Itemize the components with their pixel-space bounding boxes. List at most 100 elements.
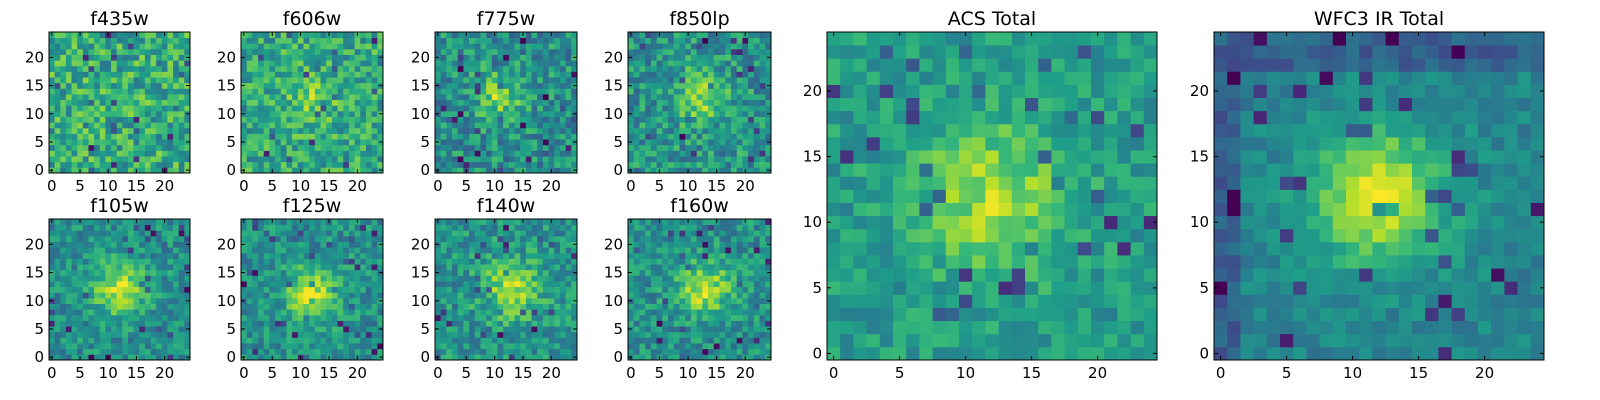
heatmap-cell	[314, 348, 321, 355]
heatmap-cell	[326, 314, 333, 321]
heatmap-cell	[645, 37, 652, 44]
heatmap-cell	[173, 281, 180, 288]
heatmap-cell	[326, 144, 333, 151]
heatmap-cell	[94, 354, 101, 361]
heatmap-cell	[650, 99, 657, 106]
heatmap-cell	[377, 320, 384, 327]
heatmap-cell	[463, 133, 470, 140]
heatmap-cell	[105, 258, 112, 265]
heatmap-cell	[348, 133, 355, 140]
heatmap-cell	[326, 269, 333, 276]
heatmap-cell	[748, 343, 755, 350]
heatmap-cell	[435, 133, 442, 140]
heatmap-cell	[286, 292, 293, 299]
heatmap-cell	[371, 71, 378, 78]
heatmap-cell	[440, 252, 447, 259]
heatmap-cell	[639, 281, 646, 288]
heatmap-cell	[167, 320, 174, 327]
heatmap-cell	[446, 77, 453, 84]
heatmap-cell	[736, 32, 743, 39]
heatmap-cell	[725, 94, 732, 101]
heatmap-cell	[725, 133, 732, 140]
heatmap-cell	[377, 235, 384, 242]
heatmap-cell	[49, 275, 56, 282]
heatmap-cell	[150, 275, 157, 282]
heatmap-cell	[748, 314, 755, 321]
heatmap-cell	[127, 219, 134, 226]
heatmap-cell	[725, 320, 732, 327]
heatmap-cell	[303, 139, 310, 146]
heatmap-cell	[320, 286, 327, 293]
heatmap-cell	[571, 144, 578, 151]
heatmap-cell	[150, 99, 157, 106]
panel-title-f105w: f105w	[90, 195, 149, 217]
x-tick-label: 15	[513, 364, 532, 382]
heatmap-cell	[469, 241, 476, 248]
heatmap-cell	[554, 88, 561, 95]
heatmap-cell	[486, 116, 493, 123]
heatmap-cell	[105, 156, 112, 163]
heatmap-cell	[713, 71, 720, 78]
heatmap-cell	[765, 331, 772, 338]
heatmap-cell	[548, 286, 555, 293]
heatmap-cell	[673, 32, 680, 39]
heatmap-cell	[514, 264, 521, 271]
heatmap-cell	[246, 303, 253, 310]
heatmap-cell	[491, 110, 498, 117]
heatmap-cell	[525, 60, 532, 67]
heatmap-cell	[167, 303, 174, 310]
heatmap-cell	[144, 150, 151, 157]
y-tick-label: 5	[420, 320, 430, 338]
heatmap-cell	[348, 99, 355, 106]
heatmap-cell	[122, 286, 129, 293]
heatmap-cell	[491, 94, 498, 101]
heatmap-cell	[696, 88, 703, 95]
heatmap-cell	[246, 32, 253, 39]
heatmap-cell	[60, 167, 67, 174]
heatmap-cell	[49, 122, 56, 129]
heatmap-cell	[167, 247, 174, 254]
heatmap-cell	[452, 219, 459, 226]
heatmap-cell	[348, 292, 355, 299]
heatmap-cell	[173, 297, 180, 304]
heatmap-cell	[765, 281, 772, 288]
heatmap-cell	[71, 156, 78, 163]
heatmap-cell	[88, 105, 95, 112]
heatmap-cell	[525, 235, 532, 242]
heatmap-cell	[748, 116, 755, 123]
heatmap-cell	[765, 71, 772, 78]
heatmap-cell	[122, 122, 129, 129]
heatmap-cell	[531, 314, 538, 321]
heatmap-cell	[156, 161, 163, 168]
heatmap-cell	[537, 161, 544, 168]
heatmap-cell	[719, 161, 726, 168]
heatmap-cell	[122, 43, 129, 50]
heatmap-cell	[725, 161, 732, 168]
heatmap-cell	[77, 48, 84, 55]
heatmap-cell	[668, 297, 675, 304]
heatmap-cell	[314, 343, 321, 350]
heatmap-cell	[337, 348, 344, 355]
heatmap-cell	[99, 161, 106, 168]
heatmap-cell	[531, 144, 538, 151]
heatmap-cell	[765, 65, 772, 72]
heatmap-cell	[54, 275, 61, 282]
heatmap-cell	[542, 286, 549, 293]
heatmap-cell	[480, 110, 487, 117]
heatmap-cell	[252, 139, 259, 146]
heatmap-cell	[759, 320, 766, 327]
heatmap-cell	[639, 110, 646, 117]
heatmap-cell	[77, 230, 84, 237]
heatmap-cell	[559, 65, 567, 72]
heatmap-cell	[639, 354, 646, 361]
heatmap-cell	[531, 60, 538, 67]
heatmap-cell	[508, 219, 515, 226]
heatmap-cell	[554, 235, 561, 242]
heatmap-cell	[480, 235, 487, 242]
heatmap-cell	[303, 264, 310, 271]
heatmap-cell	[696, 309, 703, 316]
heatmap-cell	[360, 309, 367, 316]
heatmap-cell	[99, 264, 106, 271]
heatmap-cell	[88, 297, 95, 304]
heatmap-cell	[559, 48, 567, 55]
